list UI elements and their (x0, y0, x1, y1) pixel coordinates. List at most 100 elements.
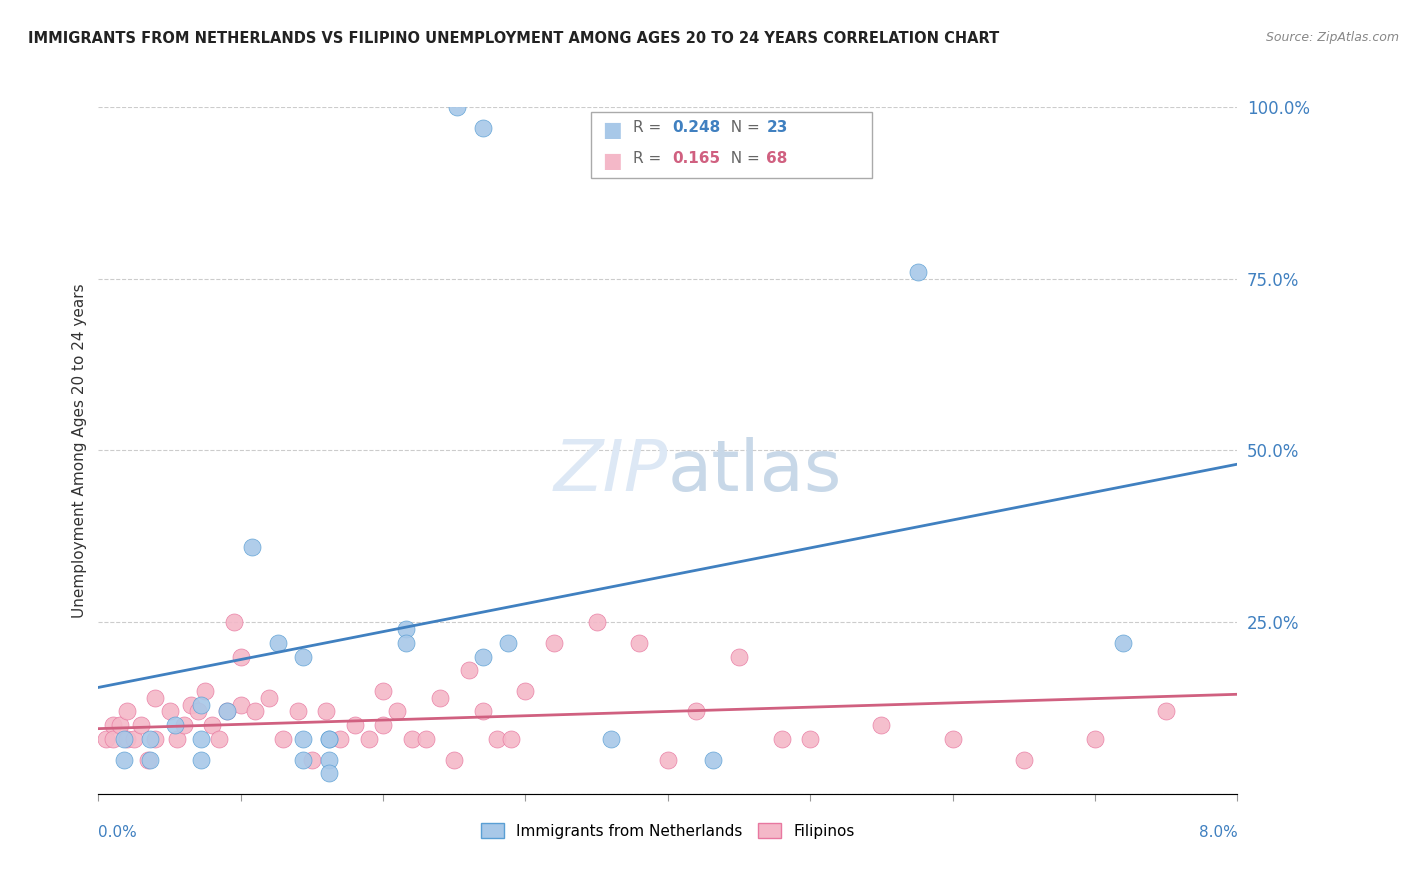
Text: R =: R = (633, 151, 666, 166)
Point (471, 120, 494, 135)
Text: N =: N = (721, 120, 765, 136)
Text: R =: R = (633, 120, 666, 136)
Point (486, 731, 509, 746)
Text: 0.165: 0.165 (672, 151, 720, 166)
Point (122, 731, 145, 746)
Point (657, 753, 679, 767)
Point (443, 753, 465, 767)
Point (415, 731, 437, 746)
Point (942, 731, 965, 746)
Point (471, 705, 494, 719)
Point (215, 705, 238, 719)
Point (1012, 753, 1035, 767)
Text: 0.0%: 0.0% (98, 825, 138, 839)
Point (357, 731, 380, 746)
Point (190, 698, 212, 712)
Point (799, 731, 821, 746)
Point (136, 753, 159, 767)
Point (229, 698, 252, 712)
Point (215, 705, 238, 719)
Point (208, 731, 231, 746)
Point (471, 649, 494, 664)
Text: IMMIGRANTS FROM NETHERLANDS VS FILIPINO UNEMPLOYMENT AMONG AGES 20 TO 24 YEARS C: IMMIGRANTS FROM NETHERLANDS VS FILIPINO … (28, 31, 1000, 46)
Point (870, 718, 893, 732)
Point (387, 705, 409, 719)
Point (94, 731, 117, 746)
Point (292, 753, 315, 767)
Point (115, 731, 138, 746)
Point (1112, 636, 1135, 650)
Point (628, 636, 651, 650)
Point (371, 683, 394, 698)
Point (728, 649, 751, 664)
Point (907, 265, 929, 279)
Point (165, 718, 187, 732)
Text: 68: 68 (766, 151, 787, 166)
Point (318, 753, 340, 767)
Point (145, 731, 167, 746)
Point (129, 718, 152, 732)
Point (501, 731, 523, 746)
Point (138, 753, 160, 767)
Point (429, 690, 451, 705)
Point (243, 705, 266, 719)
Point (585, 615, 607, 630)
Text: ■: ■ (602, 151, 621, 170)
Point (180, 698, 202, 712)
Point (318, 731, 340, 746)
Point (201, 718, 224, 732)
Point (287, 705, 309, 719)
Point (101, 731, 124, 746)
Point (685, 705, 707, 719)
Point (371, 718, 394, 732)
Point (187, 705, 209, 719)
Point (315, 705, 337, 719)
Text: atlas: atlas (668, 436, 842, 506)
Point (600, 731, 623, 746)
Point (1084, 731, 1107, 746)
Point (138, 731, 160, 746)
Point (395, 636, 418, 650)
Text: N =: N = (721, 151, 765, 166)
Legend: Immigrants from Netherlands, Filipinos: Immigrants from Netherlands, Filipinos (475, 816, 860, 845)
Point (515, 683, 537, 698)
Point (145, 690, 167, 705)
Point (173, 718, 195, 732)
Point (457, 663, 479, 677)
Text: ■: ■ (602, 120, 621, 140)
Text: 23: 23 (766, 120, 787, 136)
Point (190, 731, 212, 746)
Point (543, 636, 565, 650)
Point (229, 649, 252, 664)
Point (190, 753, 212, 767)
Point (292, 731, 315, 746)
Point (395, 622, 418, 636)
Point (159, 705, 181, 719)
Text: ZIP: ZIP (554, 436, 668, 506)
Point (108, 718, 131, 732)
Point (446, 100, 468, 114)
Point (194, 683, 217, 698)
Text: Source: ZipAtlas.com: Source: ZipAtlas.com (1265, 31, 1399, 45)
Point (329, 731, 352, 746)
Point (101, 718, 124, 732)
Point (343, 718, 366, 732)
Point (301, 753, 323, 767)
Text: 8.0%: 8.0% (1198, 825, 1237, 839)
Point (498, 636, 520, 650)
Point (166, 731, 188, 746)
Point (401, 731, 423, 746)
Point (115, 705, 138, 719)
Point (770, 731, 793, 746)
Point (259, 690, 281, 705)
Point (273, 731, 295, 746)
Point (318, 766, 340, 780)
Point (222, 615, 245, 630)
Point (112, 731, 135, 746)
Point (292, 649, 315, 664)
Text: 0.248: 0.248 (672, 120, 720, 136)
Point (318, 731, 340, 746)
Point (702, 753, 724, 767)
Point (267, 636, 290, 650)
Point (1154, 705, 1177, 719)
